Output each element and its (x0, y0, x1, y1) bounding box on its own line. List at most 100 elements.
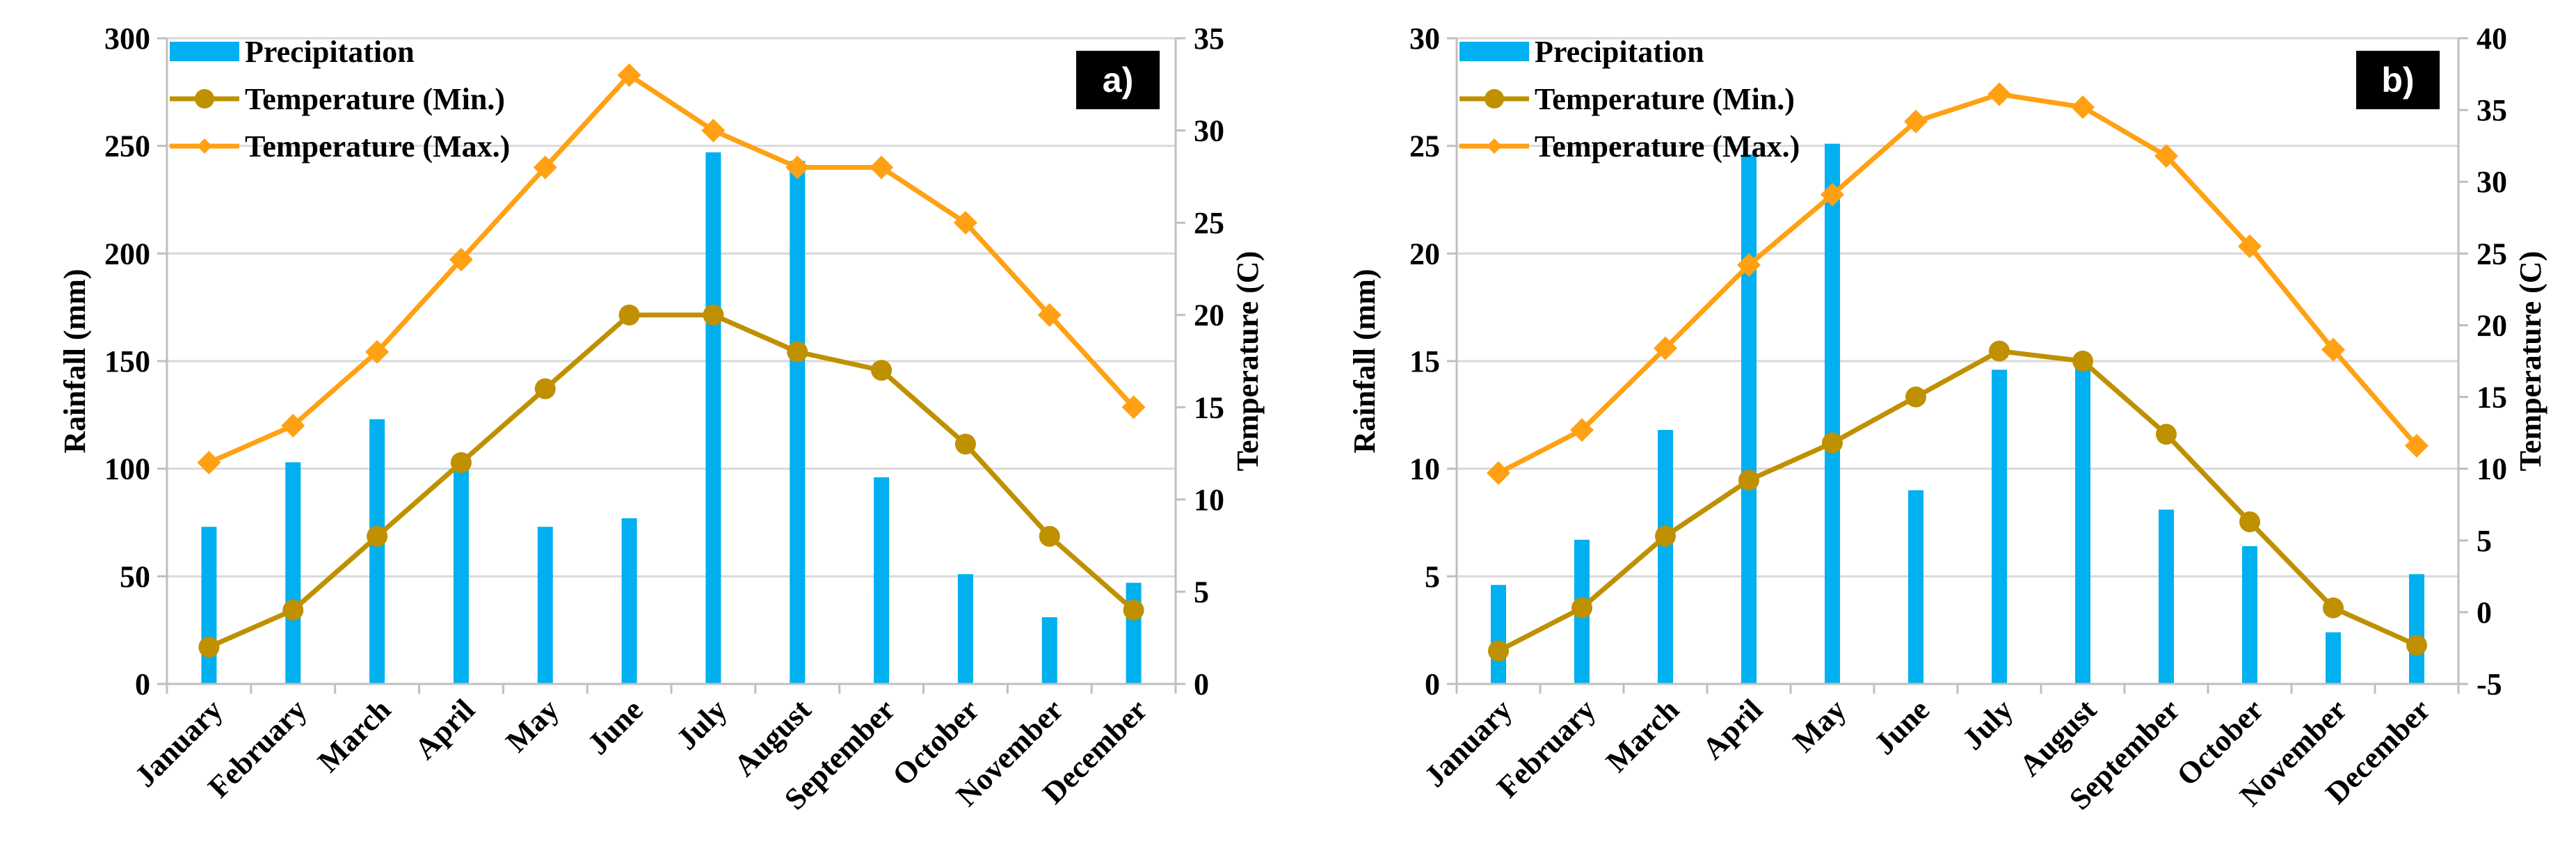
right-axis-title: Temperature (C) (2513, 251, 2547, 472)
left-tick-label: 20 (1409, 237, 1440, 271)
precipitation-bar-march (369, 419, 385, 684)
precipitation-bar-september (2159, 509, 2174, 684)
temp-max-point-november (2321, 337, 2345, 362)
right-tick-label: 15 (1194, 390, 1224, 424)
right-tick-label: 30 (1194, 114, 1224, 148)
right-tick-label: 5 (2477, 524, 2492, 558)
temp-min-point-may (534, 378, 556, 399)
temp-min-point-september (2156, 424, 2177, 445)
precipitation-bar-july (1992, 369, 2007, 684)
temp-min-point-july (703, 304, 724, 326)
left-tick-label: 300 (104, 22, 150, 56)
x-tick-label-march: March (311, 692, 397, 779)
right-tick-label: 20 (1194, 298, 1224, 333)
temp-min-point-december (1123, 599, 1144, 621)
temp-max-point-july (1987, 82, 2011, 106)
right-tick-label: 30 (2477, 165, 2507, 199)
temp-max-point-november (1037, 303, 1062, 327)
temp-max-point-december (2405, 433, 2429, 458)
precipitation-bar-march (1658, 429, 1673, 684)
temp-max-point-august (2071, 95, 2095, 119)
precipitation-bar-november (1041, 617, 1057, 684)
right-tick-label: 15 (2477, 381, 2507, 415)
temp-min-point-september (871, 360, 893, 381)
panel-label: a) (1103, 61, 1133, 99)
temp-min-point-december (2406, 635, 2427, 656)
right-tick-label: 0 (2477, 596, 2492, 630)
legend-label: Temperature (Min.) (245, 82, 505, 116)
temp-max-point-july (701, 118, 726, 143)
temp-min-point-february (282, 599, 304, 621)
x-tick-label-july: July (1955, 692, 2019, 756)
right-tick-label: 20 (2477, 308, 2507, 342)
right-tick-label: 35 (1194, 22, 1224, 56)
precipitation-bar-october (957, 574, 973, 684)
temp-max-point-september (870, 155, 894, 180)
temp-min-point-october (2239, 511, 2260, 532)
temp-max-point-june (617, 63, 641, 88)
temp-min-point-january (1488, 640, 1509, 662)
precipitation-bar-august (2075, 354, 2090, 684)
temp-max-point-april (449, 248, 473, 272)
left-tick-label: 250 (104, 129, 150, 164)
legend-label: Precipitation (245, 35, 415, 69)
right-tick-label: 10 (2477, 452, 2507, 486)
precipitation-bar-february (285, 462, 301, 684)
x-tick-label-june: June (581, 692, 650, 761)
precipitation-bar-july (705, 152, 721, 685)
legend: Precipitation Temperature (Min.) Temperatu… (170, 35, 510, 164)
temp-max-point-february (1570, 417, 1594, 442)
precipitation-bar-april (453, 462, 469, 684)
left-tick-label: 50 (120, 559, 150, 593)
left-tick-label: 15 (1409, 344, 1440, 378)
legend-label: Temperature (Max.) (1535, 129, 1800, 164)
precipitation-bar-june (621, 518, 637, 684)
right-tick-label: -5 (2477, 667, 2502, 701)
temp-max-point-january (197, 450, 221, 475)
x-tick-label-june: June (1867, 692, 1936, 761)
temp-max-point-may (533, 155, 557, 180)
x-tick-label-may: May (1786, 692, 1853, 758)
temp-max-point-october (953, 211, 977, 235)
temp-min-point-november (2323, 597, 2344, 619)
temp-max-point-september (2154, 144, 2178, 168)
panel-label-box (1076, 51, 1160, 109)
temp-min-point-february (1571, 597, 1592, 619)
left-axis-title: Rainfall (mm) (1347, 269, 1382, 453)
precipitation-bar-may (537, 527, 553, 684)
left-tick-label: 100 (104, 452, 150, 486)
precipitation-bar-november (2326, 632, 2341, 684)
temp-min-point-march (367, 525, 388, 547)
legend-swatch-precipitation (1459, 42, 1529, 61)
temp-max-line (1497, 91, 2419, 475)
temp-max-point-february (281, 413, 305, 438)
x-tick-label-april: April (1696, 692, 1770, 766)
precipitation-bar-june (1908, 490, 1923, 684)
left-tick-label: 10 (1409, 452, 1440, 486)
left-axis-title: Rainfall (mm) (58, 269, 92, 453)
left-tick-label: 0 (135, 667, 150, 701)
temp-min-point-august (2072, 351, 2093, 372)
legend-swatch-precipitation (170, 42, 239, 61)
precipitation-bar-august (790, 161, 806, 684)
legend-swatch-temp-min-marker (195, 89, 214, 109)
temp-max-point-december (1121, 395, 1146, 420)
x-tick-label-march: March (1599, 692, 1686, 779)
temp-min-point-july (1989, 340, 2010, 362)
temp-min-point-november (1039, 525, 1060, 547)
legend-label: Temperature (Min.) (1535, 82, 1795, 116)
precipitation-bar-september (874, 477, 890, 684)
right-tick-label: 40 (2477, 22, 2507, 56)
temp-max-point-january (1487, 461, 1510, 485)
precipitation-bar-october (2242, 546, 2257, 684)
chart-panel-b: 051015202530-50510152025303540JanuaryFeb… (1347, 22, 2547, 817)
right-tick-label: 10 (1194, 483, 1224, 517)
precipitation-bar-january (1491, 584, 1506, 684)
temp-min-point-april (450, 452, 472, 473)
legend-label: Precipitation (1535, 35, 1704, 69)
right-axis-title: Temperature (C) (1231, 251, 1265, 472)
temp-min-line (208, 312, 1135, 650)
right-tick-label: 0 (1194, 667, 1209, 701)
temp-max-point-august (785, 155, 810, 180)
temp-max-line (208, 72, 1136, 465)
